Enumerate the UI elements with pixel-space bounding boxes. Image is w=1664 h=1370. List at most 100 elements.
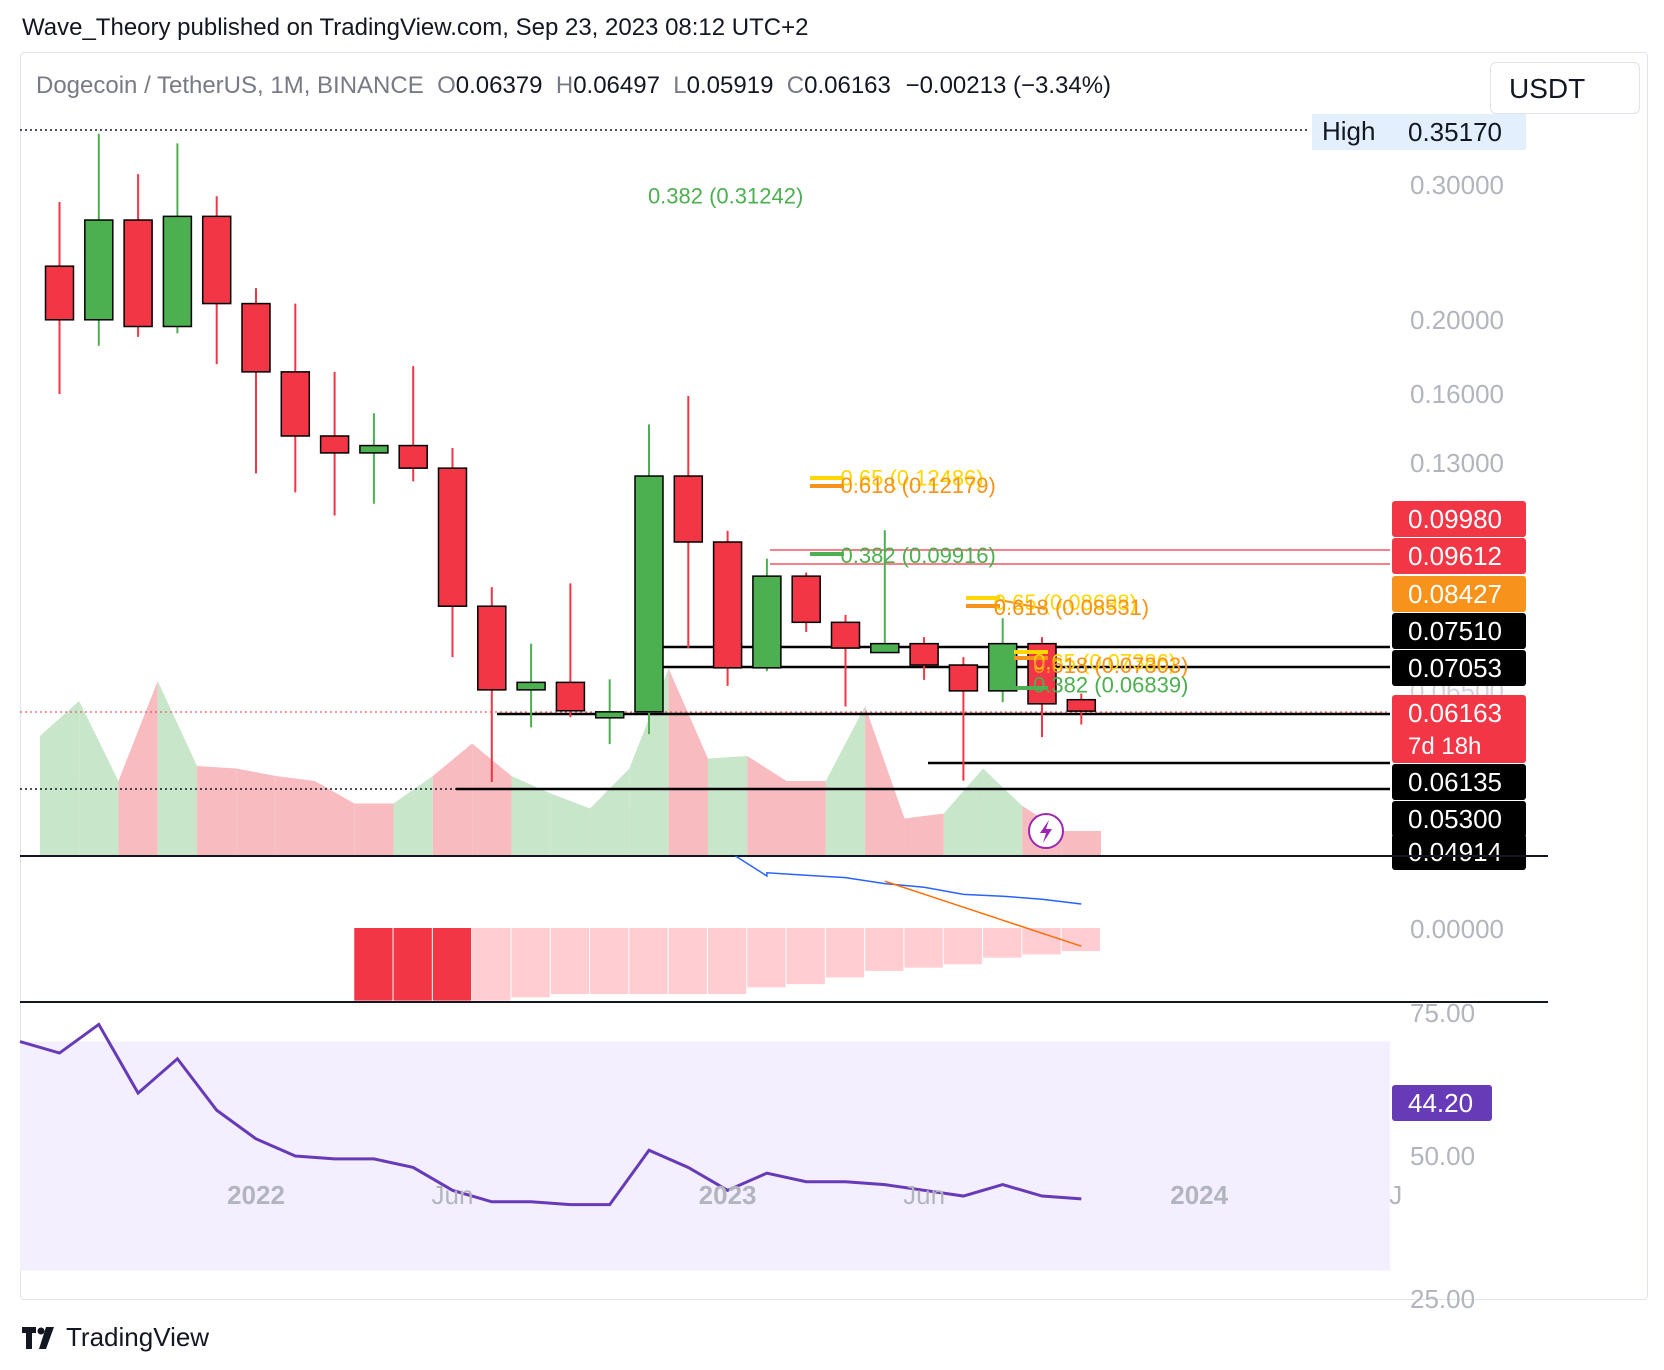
- volume-bar: [590, 768, 630, 856]
- candle-body: [555, 681, 586, 712]
- macd-hist-bar: [550, 928, 590, 994]
- volume-bar: [118, 681, 158, 856]
- rsi-tick: 50.00: [1410, 1141, 1475, 1171]
- candle-body: [437, 467, 468, 607]
- price-label-bg: [1392, 650, 1526, 686]
- price-chart[interactable]: 0.382 (0.31242) 0.65 (0.12486)0.618 (0.12…: [0, 0, 1664, 1310]
- symbol-name[interactable]: Dogecoin / TetherUS, 1M, BINANCE: [36, 72, 424, 99]
- volume-bar: [668, 668, 708, 856]
- fib-slope: [999, 599, 1046, 610]
- currency-button[interactable]: USDT: [1490, 62, 1640, 114]
- alert-lightning-icon: [1028, 813, 1064, 849]
- volume-bar: [904, 813, 944, 856]
- volume-bar: [432, 743, 473, 856]
- high-marker-bg: [1312, 114, 1526, 150]
- candle-body: [909, 642, 939, 666]
- high-value: 0.06497: [573, 72, 660, 99]
- candle-body: [791, 575, 821, 624]
- open-label: O: [437, 72, 456, 99]
- price-label: 0.08427: [1408, 579, 1502, 609]
- macd-hist-bar: [393, 928, 432, 1001]
- macd-hist-bar: [432, 928, 472, 1001]
- macd-hist-bar: [904, 928, 943, 968]
- fib-label: 0.618 (0.07303): [1033, 653, 1188, 678]
- price-label-bg: [1392, 576, 1526, 612]
- macd-hist-bar: [825, 928, 865, 978]
- rsi-line: [19, 1022, 1082, 1207]
- fib-label: 0.618 (0.08531): [994, 595, 1149, 620]
- volume-bar: [629, 668, 669, 856]
- rsi-band: [20, 1041, 1390, 1271]
- chart-frame: [20, 52, 1648, 1300]
- macd-hist-bar: [511, 928, 550, 998]
- time-tick: Jun: [432, 1180, 474, 1210]
- fib-label: 0.382 (0.09916): [841, 543, 996, 568]
- rsi-value-label: 44.20: [1408, 1088, 1473, 1118]
- price-label: 0.05300: [1408, 804, 1502, 834]
- volume-bar: [550, 793, 591, 856]
- candle-body: [673, 475, 704, 543]
- candle-body: [634, 475, 664, 713]
- price-labels: High 0.35170 0.09980 0.09612 0.08427 0.07510 0…: [20, 114, 1548, 1003]
- high-marker-label: High: [1322, 116, 1375, 146]
- fib-label: 0.382 (0.06839): [1033, 672, 1188, 697]
- candle-body: [162, 215, 193, 328]
- fib-levels: 0.382 (0.31242) 0.65 (0.12486)0.618 (0.12…: [648, 184, 1188, 698]
- macd-hist-bar: [943, 928, 983, 965]
- time-axis: 2022 Jun 2023 Jun 2024 J: [227, 1180, 1402, 1210]
- macd-hist-bar: [668, 928, 707, 994]
- rsi-tick: 75.00: [1410, 998, 1475, 1028]
- volume-bar: [79, 701, 119, 856]
- macd-hist-bar: [983, 928, 1022, 958]
- price-label-bg: [1392, 613, 1526, 649]
- candle-body: [241, 302, 271, 373]
- open-value: 0.06379: [455, 72, 543, 99]
- volume-bar: [236, 768, 276, 856]
- low-label: L: [673, 72, 687, 99]
- volume-bar: [197, 766, 237, 856]
- candle-body: [319, 435, 350, 454]
- price-tick: 0.20000: [1410, 305, 1504, 335]
- high-label: H: [555, 72, 574, 99]
- high-marker-value: 0.35170: [1408, 117, 1502, 147]
- candle-body: [752, 575, 782, 669]
- macd-pane: 0.00000: [354, 855, 1504, 1001]
- macd-hist-bar: [629, 928, 668, 994]
- candle-body: [477, 605, 507, 691]
- volume-bar: [786, 781, 826, 856]
- price-label-bg: [1392, 801, 1526, 837]
- fib-label: 0.65 (0.12486): [841, 465, 984, 490]
- price-label: 0.07053: [1408, 653, 1502, 683]
- fib-label: 0.65 (0.08698): [994, 590, 1137, 615]
- footer-brand[interactable]: TradingView: [22, 1322, 209, 1353]
- price-label-bg: [1392, 695, 1526, 763]
- candle-body: [280, 371, 311, 437]
- rsi-pane: 75.00 50.00 25.00 44.20: [19, 998, 1492, 1310]
- macd-hist-bar: [590, 928, 629, 994]
- candle-body: [594, 711, 625, 719]
- macd-hist-bar: [1061, 928, 1100, 952]
- volume-bar: [865, 706, 905, 856]
- macd-hist-bar: [1022, 928, 1061, 955]
- candle-body: [123, 219, 153, 328]
- price-label: 0.09612: [1408, 541, 1502, 571]
- fib-label: 0.618 (0.12179): [841, 473, 996, 498]
- price-label: 0.04914: [1408, 837, 1502, 867]
- price-label-bg: [1392, 764, 1526, 800]
- price-label-bg: [1392, 538, 1526, 574]
- volume-bar: [157, 681, 198, 856]
- candle-body: [1066, 698, 1097, 712]
- close-label: C: [786, 72, 805, 99]
- volume-bar: [707, 756, 748, 856]
- volume-bar: [983, 768, 1023, 856]
- price-label-bg: [1392, 834, 1526, 870]
- publish-info: Wave_Theory published on TradingView.com…: [22, 14, 809, 41]
- time-tick: J: [1389, 1180, 1402, 1210]
- low-value: 0.05919: [686, 72, 774, 99]
- candle-body: [948, 664, 979, 692]
- price-tick: 0.16000: [1410, 379, 1504, 409]
- time-tick: 2023: [699, 1180, 757, 1210]
- macd-hist-bar: [747, 928, 786, 988]
- volume-bar: [825, 706, 866, 856]
- rsi-label-bg: [1392, 1085, 1492, 1121]
